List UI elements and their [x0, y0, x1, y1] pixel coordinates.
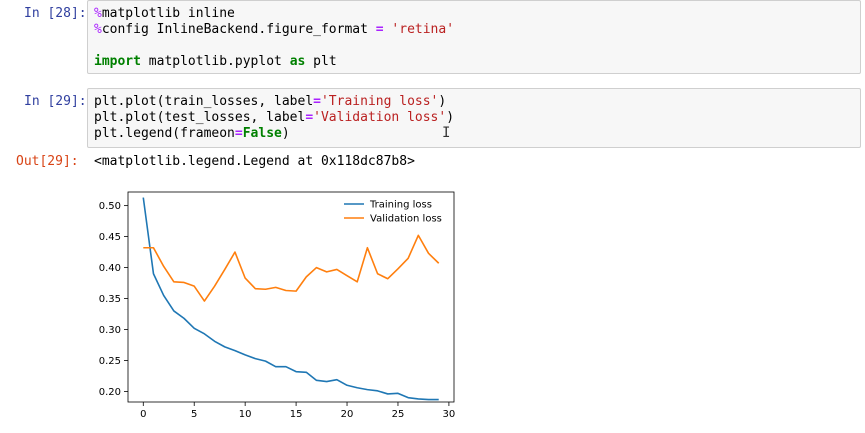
cell-29-input[interactable]	[87, 88, 861, 148]
x-tick-label: 25	[392, 409, 405, 420]
x-tick-label: 5	[191, 409, 197, 420]
code-line: plt.legend(frameon=False)	[94, 126, 454, 142]
code-token: False	[242, 126, 282, 141]
cell-28-prompt: In [28]:	[24, 6, 87, 21]
code-token: as	[289, 54, 306, 69]
code-token: plt	[305, 54, 337, 69]
code-token: 'retina'	[391, 22, 455, 37]
x-tick-label: 15	[290, 409, 303, 420]
y-tick-label: 0.20	[99, 387, 121, 398]
cell-29-prompt: In [29]:	[24, 94, 87, 109]
cell-28-input[interactable]	[87, 0, 861, 74]
code-line: %config InlineBackend.figure_format = 'r…	[94, 22, 454, 38]
cell-28-code[interactable]: %matplotlib inline %config InlineBackend.…	[94, 6, 454, 70]
y-axis: 0.20 0.25 0.30 0.35 0.40 0.45 0.50	[99, 201, 128, 398]
code-token: )	[438, 94, 447, 109]
code-token: )	[281, 126, 290, 141]
code-token: plt.legend(frameon	[94, 126, 235, 141]
y-tick-label: 0.25	[99, 356, 121, 367]
text-cursor-icon: I	[442, 125, 451, 141]
cell-29-output-prompt: Out[29]:	[16, 154, 79, 169]
y-tick-label: 0.30	[99, 325, 121, 336]
code-token: plt.plot(train_losses, label	[94, 94, 314, 109]
code-line: %matplotlib inline	[94, 6, 454, 22]
code-token: matplotlib.pyplot	[140, 54, 290, 69]
code-token: 'Training loss'	[320, 94, 439, 109]
code-token: %	[94, 6, 102, 21]
code-token: )	[446, 110, 455, 125]
legend: Training loss Validation loss	[344, 200, 442, 225]
y-tick-label: 0.35	[99, 294, 121, 305]
y-tick-label: 0.40	[99, 263, 121, 274]
x-axis: 0 5 10 15 20 25 30	[140, 402, 455, 420]
output-repr-text: <matplotlib.legend.Legend at 0x118dc87b8…	[94, 154, 415, 169]
code-token: =	[305, 110, 314, 125]
x-tick-label: 30	[443, 409, 456, 420]
x-tick-label: 20	[341, 409, 354, 420]
y-tick-label: 0.50	[99, 201, 121, 212]
plot-frame	[127, 191, 455, 403]
loss-chart: 0.20 0.25 0.30 0.35 0.40 0.45 0.50 0 5 10 15 20 25 3…	[99, 191, 455, 420]
series-line-validation-loss	[143, 234, 440, 302]
code-token: import	[94, 54, 141, 69]
code-token: =	[313, 94, 321, 109]
code-token: =	[234, 126, 243, 141]
plot-border	[127, 191, 455, 403]
code-line: plt.plot(test_losses, label='Validation …	[94, 110, 454, 126]
legend-label: Validation loss	[370, 214, 442, 225]
cell-29-code[interactable]: plt.plot(train_losses, label='Training l…	[94, 94, 454, 142]
series-lines	[142, 197, 440, 401]
code-line: import matplotlib.pyplot as plt	[94, 54, 454, 70]
legend-label: Training loss	[369, 200, 432, 211]
code-line	[94, 38, 454, 54]
x-tick-label: 0	[140, 409, 146, 420]
code-token: matplotlib inline	[101, 6, 235, 21]
x-tick-label: 10	[239, 409, 252, 420]
series-line-training-loss	[142, 197, 439, 401]
code-token: plt.plot(test_losses, label	[94, 110, 306, 125]
code-token: 'Validation loss'	[313, 110, 447, 125]
y-tick-label: 0.45	[99, 232, 121, 243]
code-token: %	[94, 22, 102, 37]
code-line: plt.plot(train_losses, label='Training l…	[94, 94, 454, 110]
code-token: =	[375, 22, 384, 37]
code-token: config InlineBackend.figure_format	[101, 22, 376, 37]
